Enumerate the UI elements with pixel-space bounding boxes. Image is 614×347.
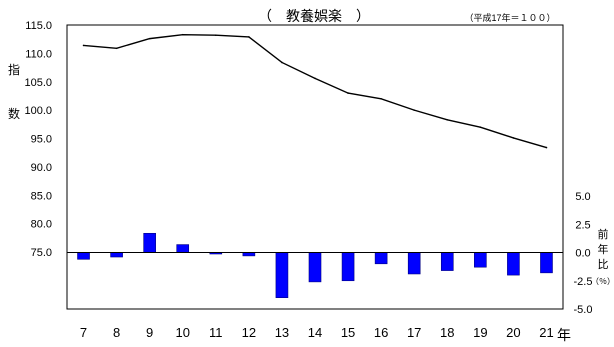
index-point-10 <box>181 33 184 36</box>
x-tick-label: 7 <box>80 325 87 340</box>
index-point-12 <box>248 36 250 38</box>
left-tick-label: 75.0 <box>31 247 52 259</box>
x-tick-label: 10 <box>175 325 189 340</box>
right-axis-title-char: 前 <box>598 227 609 241</box>
bar-8 <box>110 252 123 258</box>
bar-9 <box>143 232 156 253</box>
left-tick-label: 95.0 <box>31 134 52 146</box>
index-point-15 <box>347 92 349 94</box>
x-tick-label: 14 <box>308 325 322 340</box>
left-tick-label: 80.0 <box>31 219 52 231</box>
index-point-17 <box>413 109 416 111</box>
right-axis-unit: （％） <box>591 277 614 286</box>
left-axis-title-char: 指 <box>8 62 20 77</box>
bar-18 <box>440 252 454 271</box>
index-point-16 <box>380 97 382 100</box>
x-tick-label: 8 <box>113 325 120 340</box>
index-point-18 <box>446 118 449 121</box>
x-tick-label: 13 <box>275 325 289 340</box>
left-axis-title: 指数 <box>8 62 20 121</box>
left-tick-labels: 115.0 110.0 105.0 100.0 95.0 90.0 85.0 80.0 75.0 <box>24 20 52 259</box>
x-tick-label: 19 <box>473 325 487 340</box>
bars-group <box>77 232 553 299</box>
line-group <box>82 33 548 149</box>
bar-19 <box>474 252 487 268</box>
x-tick-label: 17 <box>407 325 421 340</box>
index-point-19 <box>479 126 482 128</box>
right-tick-labels: 5.0 2.5 0.0 -2.5 -5.0 <box>574 191 593 316</box>
base-year-note: （平成17年＝１００） <box>464 12 555 23</box>
x-tick-label: 18 <box>440 325 454 340</box>
left-tick-label: 100.0 <box>24 105 52 117</box>
chart-title: （ 教養娯楽 ） <box>258 8 370 24</box>
plot-area-frame <box>66 24 564 310</box>
left-tick-label: 110.0 <box>25 48 52 60</box>
bar-13 <box>275 252 289 299</box>
right-axis-title: 前年比 （％） <box>591 227 614 286</box>
right-tick-label: -5.0 <box>574 304 593 316</box>
right-axis-title-char: 年 <box>598 242 609 256</box>
right-tick-label: 2.5 <box>575 219 590 231</box>
x-axis-unit: 年 <box>557 327 571 343</box>
bar-10 <box>176 244 190 253</box>
x-tick-label: 12 <box>242 325 256 340</box>
index-point-7 <box>82 44 85 47</box>
right-tick-label: 0.0 <box>575 248 590 260</box>
index-point-20 <box>512 137 515 139</box>
index-point-9 <box>148 37 151 40</box>
left-tick-label: 115.0 <box>25 20 52 32</box>
x-tick-label: 20 <box>506 325 520 340</box>
bar-12 <box>242 252 256 257</box>
index-point-14 <box>314 77 316 80</box>
right-tick-label: 5.0 <box>575 191 590 203</box>
left-axis-title-char: 数 <box>8 106 20 121</box>
x-tick-label: 16 <box>374 325 388 340</box>
bar-7 <box>77 252 90 260</box>
bar-14 <box>308 252 322 283</box>
bar-20 <box>507 252 520 276</box>
bar-21 <box>540 252 553 274</box>
x-tick-labels: 7 8 9 10 11 12 13 14 15 16 17 18 19 20 21 <box>80 325 554 340</box>
x-tick-label: 11 <box>209 325 223 340</box>
index-point-11 <box>215 34 217 37</box>
left-tick-label: 90.0 <box>31 162 52 174</box>
left-tick-label: 105.0 <box>24 77 52 89</box>
bar-15 <box>341 252 355 282</box>
index-line <box>83 33 547 149</box>
x-tick-label: 9 <box>146 325 153 340</box>
plot-frame-group <box>66 24 564 310</box>
index-point-21 <box>545 146 548 149</box>
index-point-13 <box>281 61 283 64</box>
x-tick-label: 21 <box>539 325 553 340</box>
right-axis-title-char: 比 <box>598 258 609 271</box>
right-tick-label: -2.5 <box>574 276 593 288</box>
left-tick-label: 85.0 <box>31 190 52 202</box>
index-point-8 <box>115 47 118 50</box>
bar-16 <box>374 252 388 265</box>
bar-17 <box>407 252 421 275</box>
x-tick-label: 15 <box>341 325 355 340</box>
